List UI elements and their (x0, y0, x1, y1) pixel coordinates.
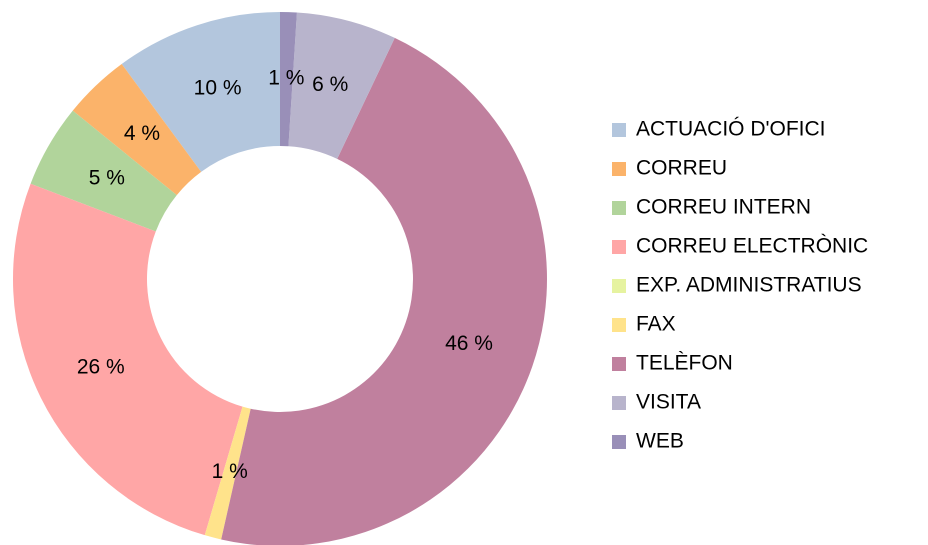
legend-swatch (612, 318, 626, 332)
legend-label: CORREU INTERN (636, 196, 811, 219)
data-label: 1 % (268, 67, 304, 90)
legend-label: CORREU (636, 157, 727, 180)
legend-swatch (612, 279, 626, 293)
legend-label: WEB (636, 430, 684, 453)
donut-slice (280, 12, 297, 147)
legend-swatch (612, 240, 626, 254)
donut-slice (72, 63, 202, 196)
data-label: 46 % (445, 332, 493, 355)
donut-slice (221, 37, 547, 545)
legend-swatch (612, 162, 626, 176)
donut-slice (13, 183, 243, 536)
donut-slice (30, 110, 177, 232)
legend-label: VISITA (636, 391, 701, 414)
legend-label: FAX (636, 313, 676, 336)
legend-swatch (612, 357, 626, 371)
data-label: 1 % (212, 460, 248, 483)
legend-swatch (612, 123, 626, 137)
data-label: 26 % (77, 355, 125, 378)
data-label: 10 % (194, 77, 242, 100)
donut-slice (204, 406, 251, 540)
donut-slice (288, 12, 395, 159)
data-label: 5 % (89, 167, 125, 190)
legend-label: ACTUACIÓ D'OFICI (636, 118, 826, 141)
legend-swatch (612, 201, 626, 215)
legend-swatch (612, 435, 626, 449)
legend-swatch (612, 396, 626, 410)
legend-label: CORREU ELECTRÒNIC (636, 235, 868, 258)
legend-label: EXP. ADMINISTRATIUS (636, 274, 862, 297)
legend-label: TELÈFON (636, 352, 733, 375)
data-label: 6 % (312, 73, 348, 96)
data-label: 4 % (124, 122, 160, 145)
donut-slice (121, 12, 281, 172)
